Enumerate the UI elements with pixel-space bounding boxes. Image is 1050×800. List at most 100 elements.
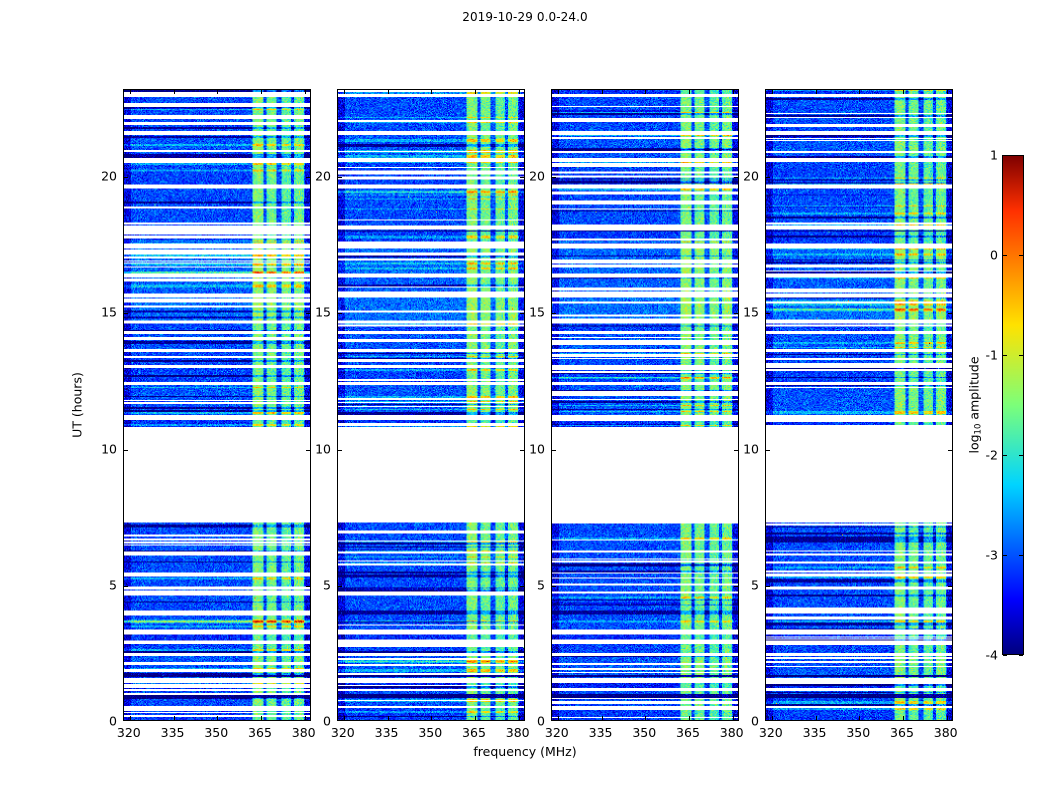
spectrum-panel-yy[interactable]: YY, V2*V16=EA12*EA06 <box>337 89 525 721</box>
x-axis-tick-label: 320 <box>544 725 569 740</box>
y-axis-tick <box>734 177 738 179</box>
y-axis-tick <box>552 585 556 587</box>
colorbar-tick <box>1019 255 1023 256</box>
x-axis-tick <box>771 90 773 94</box>
x-axis-tick <box>217 90 219 94</box>
x-axis-tick <box>474 90 476 94</box>
x-axis-tick <box>304 90 306 94</box>
x-axis-tick-label: 365 <box>462 725 486 740</box>
x-axis-tick-label: 365 <box>676 725 700 740</box>
x-axis-tick-label: 320 <box>116 725 141 740</box>
x-axis-tick-label: 365 <box>890 725 914 740</box>
x-axis-tick-label: 380 <box>505 725 530 740</box>
colorbar-tick <box>1003 455 1007 456</box>
x-axis-tick-label: 335 <box>374 725 399 740</box>
x-axis-tick-label: 335 <box>588 725 613 740</box>
x-axis-tick <box>688 90 690 94</box>
colorbar-gradient <box>1003 156 1023 654</box>
x-axis-tick <box>645 90 647 94</box>
spectrum-panel-yx[interactable]: YX, V2*V16=EA12*EA06 <box>765 89 953 721</box>
x-axis-tick-label: 335 <box>160 725 185 740</box>
y-axis-tick-label: 0 <box>751 713 759 729</box>
y-axis-tick <box>734 449 738 451</box>
colorbar-tick <box>1003 555 1007 556</box>
y-axis-tick <box>124 313 128 315</box>
y-axis-tick <box>306 313 310 315</box>
y-axis-tick <box>338 177 342 179</box>
y-axis-tick <box>520 585 524 587</box>
y-axis-tick <box>766 585 770 587</box>
colorbar-tick <box>1019 355 1023 356</box>
y-axis-tick-label: 15 <box>743 304 759 320</box>
x-axis-tick <box>771 716 773 720</box>
x-axis-tick <box>343 90 345 94</box>
y-axis-tick <box>124 177 128 179</box>
y-axis-tick-label: 5 <box>323 577 331 593</box>
colorbar-tick <box>1003 355 1007 356</box>
x-axis-tick <box>557 90 559 94</box>
y-axis-tick-label: 5 <box>751 577 759 593</box>
y-axis-tick-label: 20 <box>529 168 545 184</box>
colorbar-tick-label: 0 <box>990 247 998 263</box>
y-axis-tick <box>766 177 770 179</box>
x-axis-tick <box>387 716 389 720</box>
x-axis-tick <box>260 716 262 720</box>
y-axis-tick <box>338 585 342 587</box>
x-axis-tick <box>557 716 559 720</box>
y-axis-tick <box>520 177 524 179</box>
y-axis-tick-label: 0 <box>109 713 117 729</box>
colorbar-tick <box>1003 255 1007 256</box>
x-axis-tick-label: 320 <box>330 725 355 740</box>
y-axis-tick <box>338 449 342 451</box>
y-axis-tick <box>734 313 738 315</box>
y-axis-tick <box>306 585 310 587</box>
colorbar-tick-label: -3 <box>985 547 998 563</box>
y-axis-tick-label: 10 <box>101 441 117 457</box>
x-axis-tick <box>946 90 948 94</box>
x-axis-tick <box>431 716 433 720</box>
y-axis-label: UT (hours) <box>69 372 85 438</box>
dynamic-spectrum-image <box>766 90 952 720</box>
y-axis-tick <box>734 585 738 587</box>
x-axis-tick-label: 380 <box>291 725 316 740</box>
x-axis-label: frequency (MHz) <box>473 744 577 759</box>
x-axis-tick <box>173 716 175 720</box>
spectrum-panel-xy[interactable]: XY, V2*V16=EA12*EA06 <box>551 89 739 721</box>
x-axis-tick <box>732 90 734 94</box>
x-axis-tick <box>431 90 433 94</box>
y-axis-tick-label: 20 <box>101 168 117 184</box>
x-axis-tick <box>173 90 175 94</box>
x-axis-tick <box>645 716 647 720</box>
x-axis-tick-label: 380 <box>933 725 958 740</box>
x-axis-tick <box>260 90 262 94</box>
x-axis-tick <box>815 716 817 720</box>
y-axis-tick <box>948 313 952 315</box>
x-axis-tick <box>601 90 603 94</box>
x-axis-tick <box>387 90 389 94</box>
colorbar-label-text: log <box>966 434 982 454</box>
colorbar-tick-label: -2 <box>985 447 998 463</box>
colorbar-label-tail: amplitude <box>966 356 982 424</box>
y-axis-tick <box>124 585 128 587</box>
y-axis-tick-label: 15 <box>315 304 331 320</box>
x-axis-tick <box>902 716 904 720</box>
x-axis-tick <box>304 716 306 720</box>
y-axis-tick-label: 10 <box>743 441 759 457</box>
x-axis-tick <box>601 716 603 720</box>
y-axis-tick <box>766 313 770 315</box>
x-axis-tick-label: 350 <box>632 725 657 740</box>
y-axis-tick <box>306 449 310 451</box>
y-axis-tick-label: 20 <box>315 168 331 184</box>
colorbar[interactable] <box>1002 155 1024 655</box>
x-axis-tick <box>129 716 131 720</box>
x-axis-tick <box>343 716 345 720</box>
x-axis-tick <box>815 90 817 94</box>
x-axis-tick <box>518 90 520 94</box>
x-axis-tick <box>474 716 476 720</box>
y-axis-tick-label: 15 <box>529 304 545 320</box>
y-axis-tick-label: 0 <box>323 713 331 729</box>
y-axis-tick-label: 10 <box>529 441 545 457</box>
spectrum-panel-xx[interactable]: XX, V2*V16=EA12*EA06 <box>123 89 311 721</box>
y-axis-tick <box>552 449 556 451</box>
